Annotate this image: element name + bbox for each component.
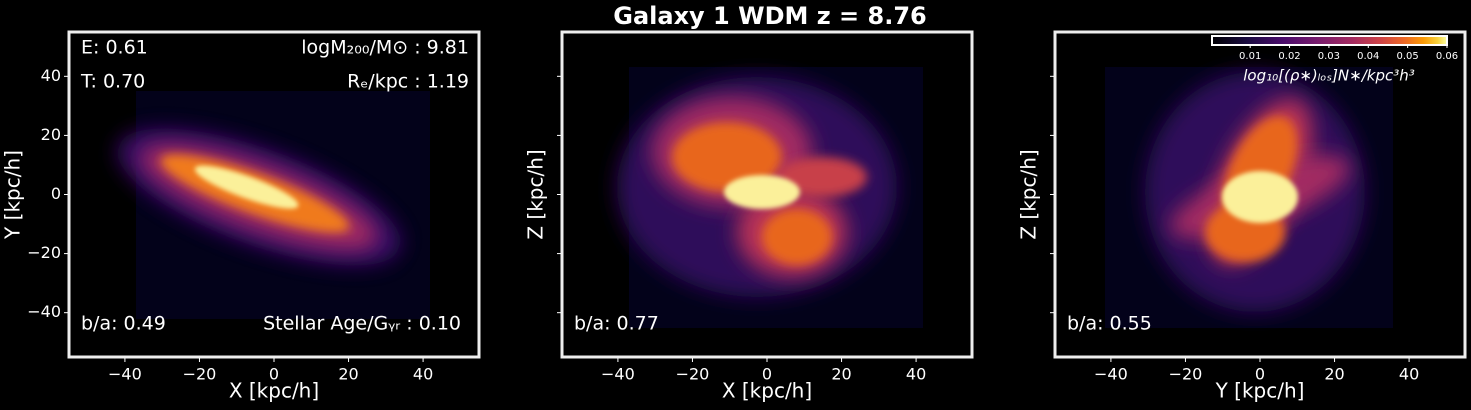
x-tick-label: 20 [338, 365, 358, 384]
x-tick-label: −20 [183, 365, 217, 384]
x-tick-label: 0 [762, 365, 772, 384]
x-tick-label: 40 [1399, 365, 1419, 384]
colorbar-label: log₁₀[(ρ∗)ₗₒₛ]N∗/kpc³h³ [1243, 67, 1415, 85]
plot-frame [67, 30, 481, 359]
x-tick-label: 0 [1255, 365, 1265, 384]
annotation: Rₑ/kpc : 1.19 [347, 71, 469, 93]
annotation: T: 0.70 [80, 71, 145, 93]
y-axis-label: Z [kpc/h] [524, 149, 548, 239]
x-axis-label: X [kpc/h] [229, 379, 319, 403]
annotation: b/a: 0.77 [574, 313, 659, 335]
x-tick-label: −20 [1169, 365, 1203, 384]
density-image [1105, 67, 1393, 328]
colorbar-tick-label: 0.02 [1278, 51, 1300, 62]
y-axis-label: Y [kpc/h] [1, 150, 25, 240]
colorbar-tick-label: 0.05 [1397, 51, 1419, 62]
x-tick-label: −20 [676, 365, 710, 384]
annotation: b/a: 0.49 [81, 313, 166, 335]
colorbar [1211, 35, 1448, 46]
density-image [117, 91, 430, 319]
y-axis-label: Z [kpc/h] [1017, 149, 1041, 239]
x-tick-label: 40 [906, 365, 926, 384]
plot-frame [1053, 30, 1467, 359]
x-tick-label: 40 [413, 365, 433, 384]
colorbar-tick-label: 0.04 [1357, 51, 1379, 62]
y-tick-label: 40 [41, 66, 61, 85]
x-tick-label: −40 [108, 365, 142, 384]
annotation: E: 0.61 [81, 37, 148, 59]
colorbar-tick-label: 0.03 [1318, 51, 1340, 62]
density-image [617, 67, 923, 328]
x-axis-label: Y [kpc/h] [1215, 379, 1305, 403]
x-axis-label: X [kpc/h] [722, 379, 812, 403]
y-tick-label: −20 [27, 243, 61, 262]
x-tick-label: 0 [269, 365, 279, 384]
y-tick-label: 0 [51, 184, 61, 203]
x-tick-label: 20 [831, 365, 851, 384]
y-tick-label: 20 [41, 125, 61, 144]
figure-title: Galaxy 1 WDM z = 8.76 [613, 2, 927, 30]
x-tick-label: −40 [601, 365, 635, 384]
colorbar-tick-label: 0.06 [1436, 51, 1458, 62]
x-tick-label: 20 [1324, 365, 1344, 384]
x-tick-label: −40 [1094, 365, 1128, 384]
y-tick-label: −40 [27, 302, 61, 321]
colorbar-tick-label: 0.01 [1239, 51, 1261, 62]
annotation: b/a: 0.55 [1067, 313, 1152, 335]
annotation: logM₂₀₀/M⊙ : 9.81 [301, 37, 469, 59]
annotation: Stellar Age/Gᵧᵣ : 0.10 [263, 313, 461, 335]
plot-frame [560, 30, 974, 359]
